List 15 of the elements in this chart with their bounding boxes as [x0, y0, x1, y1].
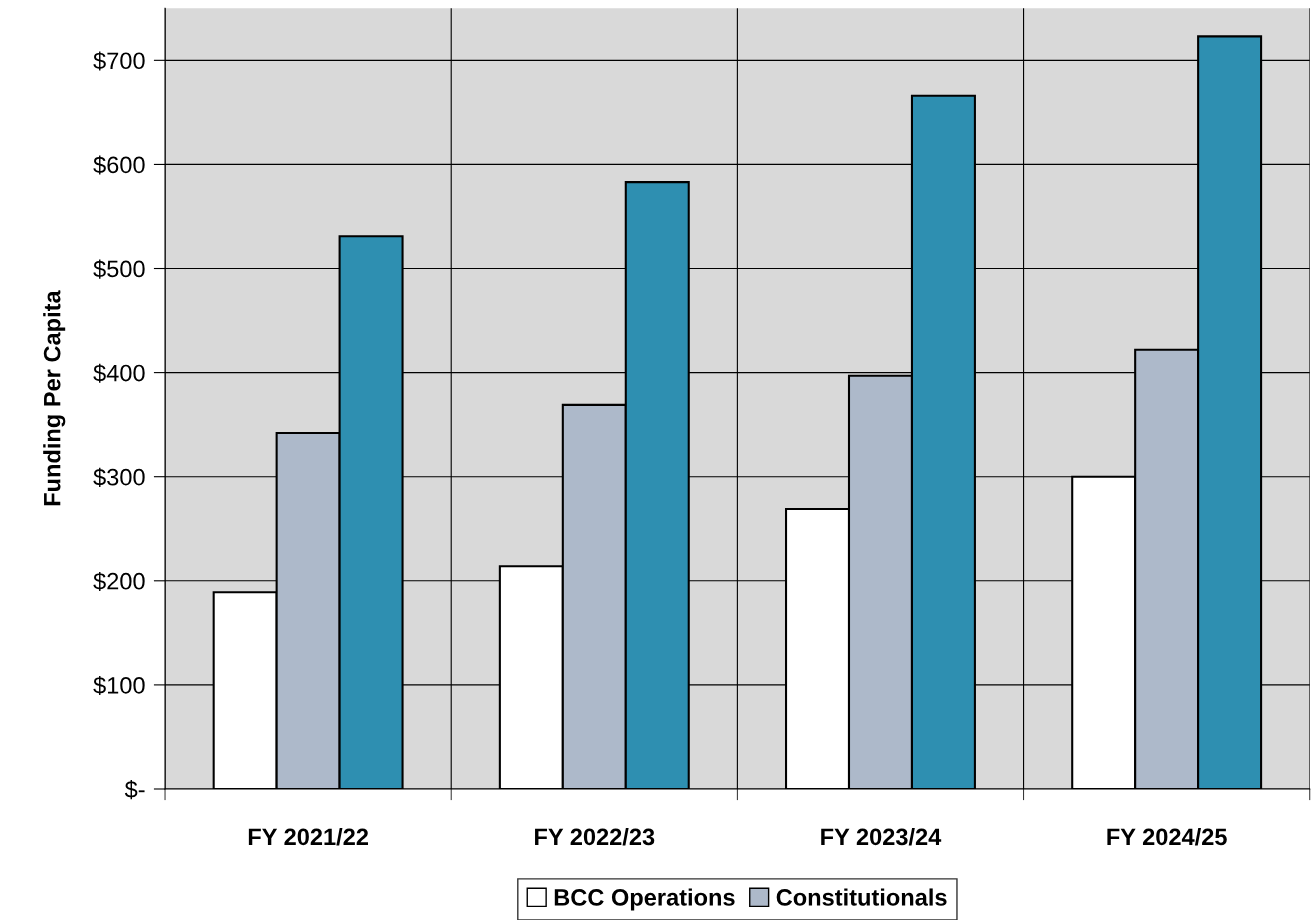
- x-tick-label: FY 2024/25: [1107, 827, 1227, 846]
- y-tick-label: $700: [93, 51, 145, 71]
- legend-label: BCC Operations: [554, 888, 735, 911]
- x-tick-label: FY 2021/22: [248, 827, 369, 846]
- x-tick-label: FY 2022/23: [535, 827, 655, 846]
- y-axis-title: Funding Per Capita: [43, 290, 66, 506]
- y-tick-label: $100: [93, 675, 145, 696]
- y-tick-label: $300: [93, 467, 145, 487]
- y-tick-label: $600: [93, 155, 145, 175]
- legend-label: Constitutionals: [776, 888, 947, 906]
- y-tick-label: $400: [93, 363, 145, 383]
- y-tick-label: $200: [93, 571, 145, 591]
- y-tick-label: $500: [93, 259, 145, 279]
- y-tick-label: $-: [124, 780, 145, 800]
- x-tick-label: FY 2023/24: [821, 827, 942, 846]
